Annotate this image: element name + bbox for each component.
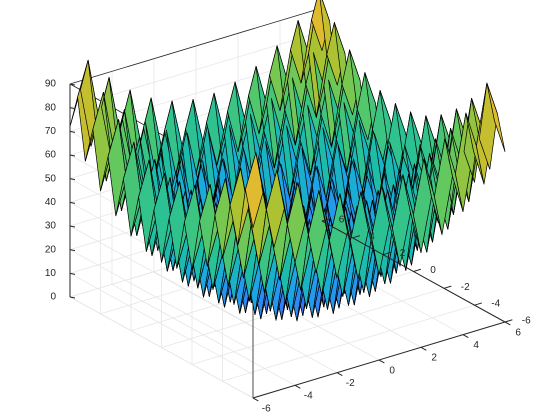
grid-line — [69, 249, 254, 352]
z-tick-mark — [69, 249, 76, 252]
z-tick-label: 30 — [45, 221, 57, 232]
z-tick-mark — [69, 107, 76, 110]
y-tick-mark — [382, 251, 391, 256]
z-tick-mark — [69, 178, 76, 181]
x-tick-label: 6 — [515, 327, 521, 338]
z-tick-mark — [69, 296, 76, 299]
x-tick-mark — [420, 346, 427, 351]
grid-line — [69, 272, 254, 375]
surface-layer — [69, 0, 506, 322]
x-tick-label: -6 — [262, 403, 271, 414]
x-tick-mark — [294, 384, 301, 389]
surface-facet — [486, 82, 506, 152]
grid-line — [191, 287, 445, 365]
y-tick-mark — [413, 268, 421, 272]
x-tick-mark — [252, 397, 259, 402]
z-tick-label: 60 — [45, 150, 57, 161]
x-tick-mark — [504, 321, 511, 326]
y-tick-label: 6 — [339, 215, 345, 226]
y-tick-label: -4 — [491, 299, 500, 310]
x-tick-label: -4 — [304, 391, 313, 402]
z-tick-label: 90 — [45, 79, 57, 90]
z-tick-label: 40 — [45, 197, 57, 208]
y-tick-label: 4 — [369, 231, 375, 242]
z-tick-label: 10 — [45, 268, 57, 279]
y-tick-label: -2 — [461, 282, 470, 293]
box-edge — [69, 7, 323, 85]
z-tick-mark — [69, 272, 76, 275]
y-tick-label: 0 — [430, 265, 436, 276]
z-tick-mark — [69, 83, 76, 86]
grid-line — [69, 296, 254, 399]
z-tick-label: 50 — [45, 173, 57, 184]
z-tick-label: 70 — [45, 126, 57, 137]
x-tick-mark — [462, 334, 469, 339]
x-tick-mark — [336, 372, 343, 377]
z-tick-mark — [69, 130, 76, 133]
x-tick-mark — [378, 359, 385, 364]
z-tick-mark — [69, 154, 76, 157]
x-tick-label: -2 — [346, 378, 355, 389]
y-tick-mark — [352, 235, 360, 239]
y-tick-mark — [443, 285, 452, 289]
z-tick-label: 0 — [50, 292, 56, 303]
x-tick-label: 0 — [389, 365, 395, 376]
grid-line — [222, 304, 475, 382]
y-tick-mark — [321, 218, 330, 222]
y-tick-label: -6 — [522, 316, 531, 327]
x-tick-label: 2 — [431, 353, 437, 364]
y-tick-label: 2 — [400, 248, 406, 259]
grid-line — [69, 225, 254, 328]
z-tick-label: 80 — [45, 102, 57, 113]
y-tick-mark — [474, 302, 482, 306]
z-tick-mark — [69, 225, 76, 228]
z-tick-label: 20 — [45, 244, 57, 255]
z-tick-mark — [69, 201, 76, 204]
axes-layer — [69, 83, 513, 402]
x-tick-label: 4 — [473, 340, 479, 351]
y-tick-mark — [504, 319, 513, 323]
